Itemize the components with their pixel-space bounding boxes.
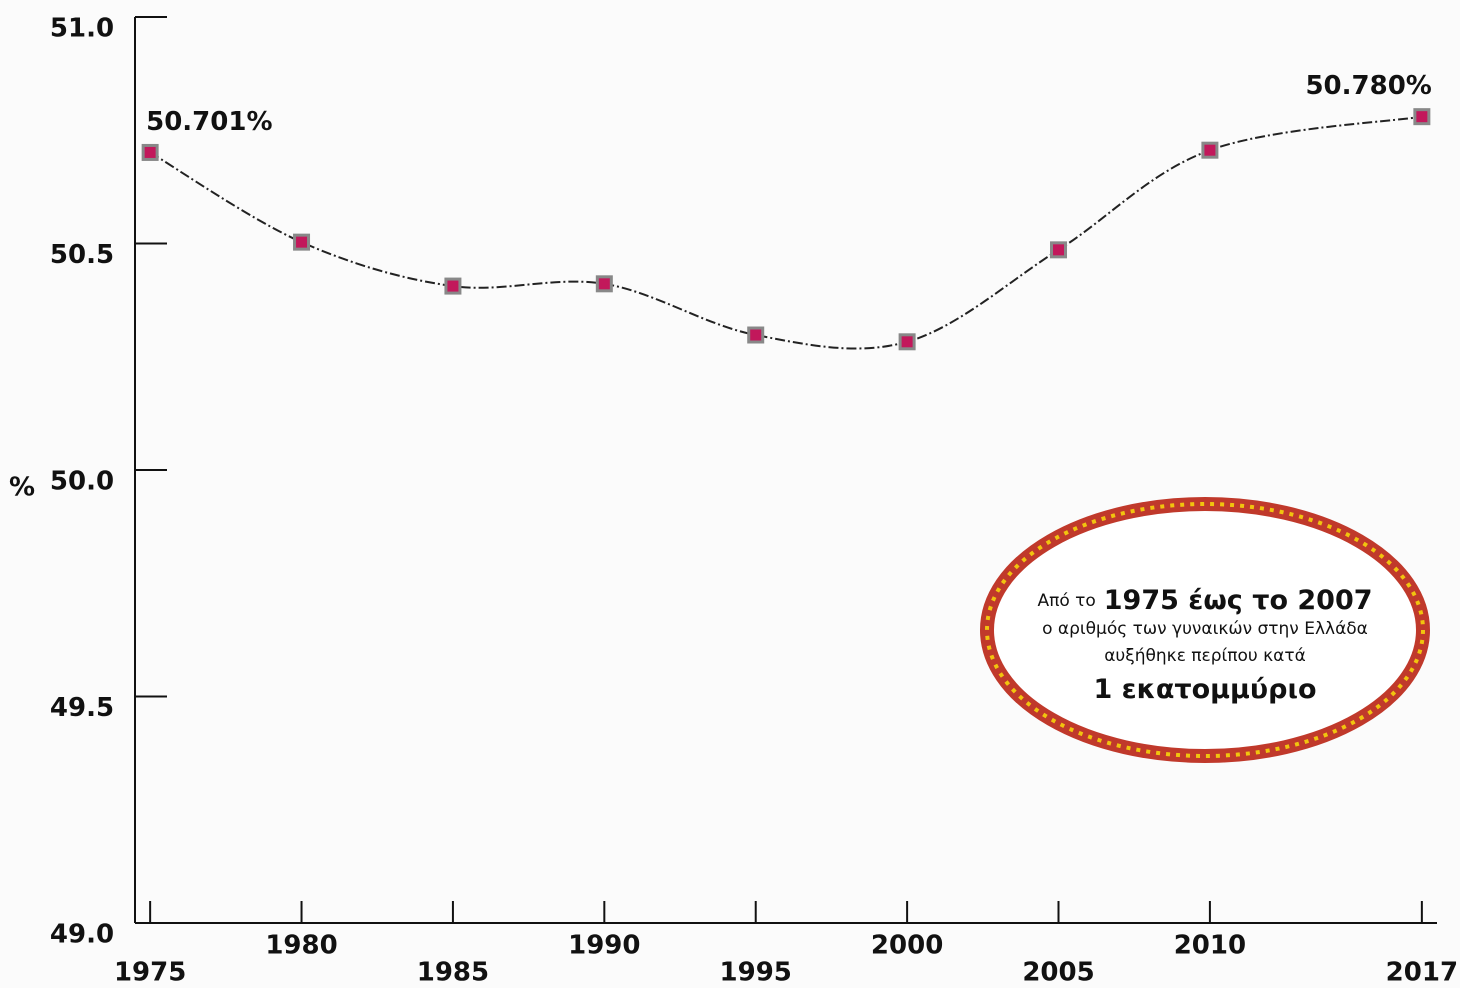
y-tick-label: 49.0 [50, 920, 114, 950]
y-tick-label: 50.5 [50, 240, 114, 270]
marker [747, 326, 765, 344]
x-tick-label: 1985 [417, 958, 489, 988]
x-tick-label: 1990 [568, 931, 640, 961]
x-tick-label: 2005 [1022, 958, 1094, 988]
annotation-line: αυξήθηκε περίπου κατά [1104, 646, 1306, 666]
x-tick-label: 2000 [871, 931, 943, 961]
x-tick-label: 1995 [720, 958, 792, 988]
marker [1201, 141, 1219, 159]
annotation-text: ο αριθμός των γυναικών στην Ελλάδα [1042, 619, 1368, 639]
y-tick-label: 49.5 [50, 693, 114, 723]
annotation-line: 1 εκατομμύριο [1093, 674, 1316, 705]
annotation-line: ο αριθμός των γυναικών στην Ελλάδα [1042, 619, 1368, 639]
marker [1050, 241, 1068, 259]
data-label: 50.780% [1305, 71, 1431, 101]
y-tick-label: 51.0 [50, 14, 114, 44]
annotation-text: 1 εκατομμύριο [1093, 674, 1316, 705]
annotation-border-pattern [985, 502, 1425, 758]
annotation-line: Από το 1975 έως το 2007 [1037, 585, 1372, 616]
x-tick-label: 1980 [265, 931, 337, 961]
marker [444, 277, 462, 295]
x-tick-label: 2017 [1386, 958, 1458, 988]
x-tick-label: 1975 [114, 958, 186, 988]
annotation-text: 1975 έως το 2007 [1104, 585, 1373, 616]
y-tick-label: 50.0 [50, 467, 114, 497]
marker [141, 143, 159, 161]
y-axis-label: % [9, 473, 35, 503]
x-tick-label: 2010 [1174, 931, 1246, 961]
marker [293, 233, 311, 251]
marker [898, 333, 916, 351]
marker [1413, 108, 1431, 126]
annotation-text: Από το [1037, 591, 1095, 611]
data-label: 50.701% [146, 107, 272, 137]
marker [595, 275, 613, 293]
annotation-text: αυξήθηκε περίπου κατά [1104, 646, 1306, 666]
